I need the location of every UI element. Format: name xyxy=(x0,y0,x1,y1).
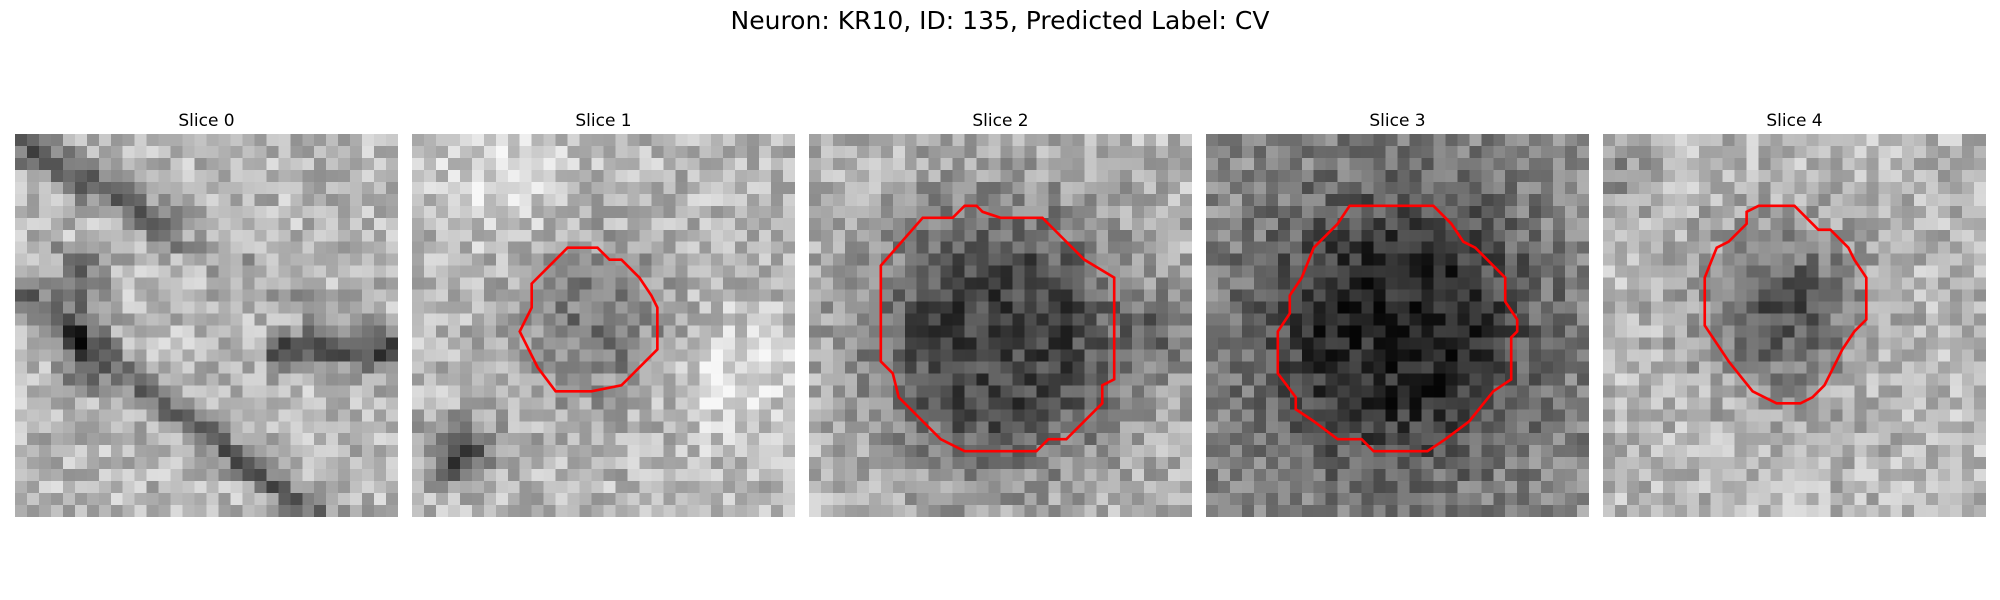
slice-image-2 xyxy=(809,134,1192,517)
slice-image-1 xyxy=(412,134,795,517)
slice-panel-4: Slice 4 xyxy=(1603,108,1986,517)
slice-title-1: Slice 1 xyxy=(575,111,632,131)
slice-panel-3: Slice 3 xyxy=(1206,108,1589,517)
slice-title-0: Slice 0 xyxy=(178,111,235,131)
roi-contour-4 xyxy=(1703,204,1868,405)
slice-image-4 xyxy=(1603,134,1986,517)
slice-panel-2: Slice 2 xyxy=(809,108,1192,517)
roi-contour-3 xyxy=(1276,204,1519,453)
roi-contour-1 xyxy=(518,246,659,393)
figure-title: Neuron: KR10, ID: 135, Predicted Label: … xyxy=(730,6,1270,35)
slice-image-3 xyxy=(1206,134,1589,517)
slice-panel-0: Slice 0 xyxy=(15,108,398,517)
slice-image-0 xyxy=(15,134,398,517)
roi-contour-2 xyxy=(879,204,1116,453)
slice-panel-1: Slice 1 xyxy=(412,108,795,517)
slice-title-3: Slice 3 xyxy=(1369,111,1426,131)
slice-title-2: Slice 2 xyxy=(972,111,1029,131)
slice-title-4: Slice 4 xyxy=(1766,111,1823,131)
